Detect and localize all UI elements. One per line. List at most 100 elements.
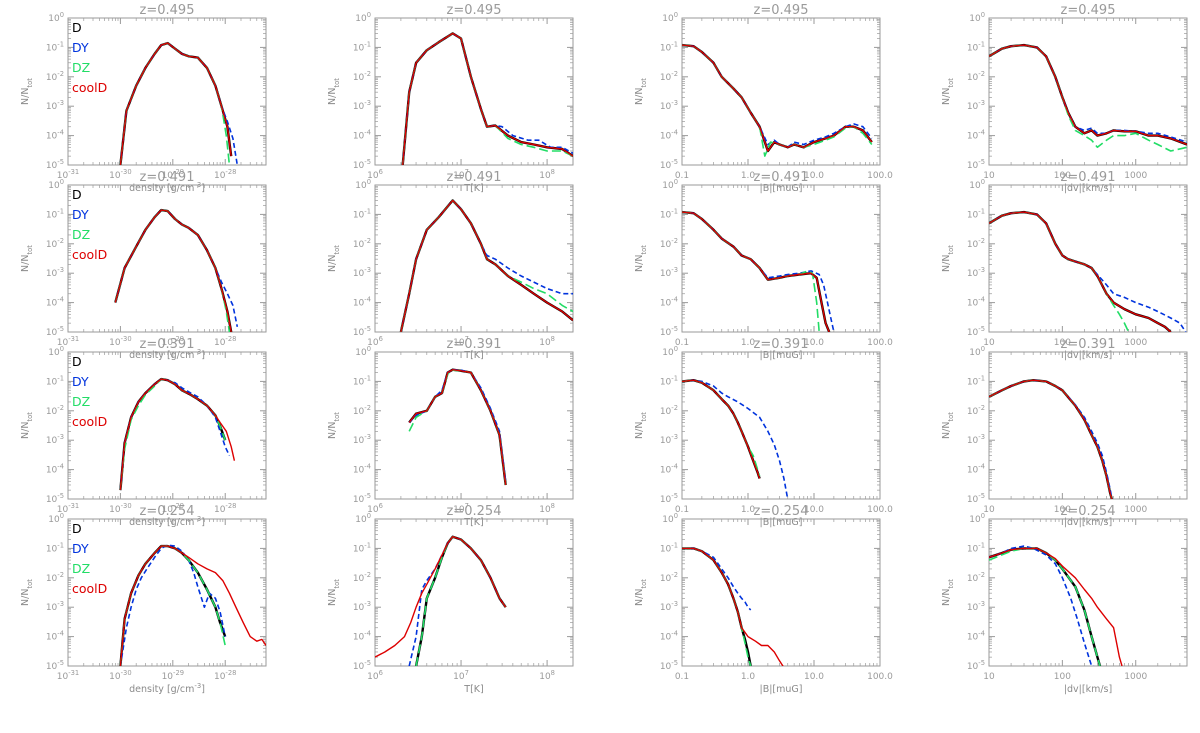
y-tick-label: 10-3 [967,266,985,279]
series-line-D [399,199,573,332]
x-tick-label: 10 [983,171,995,181]
y-tick-label: 10-3 [353,266,371,279]
y-tick-label: 100 [969,178,985,191]
y-tick-label: 10-2 [660,404,678,417]
x-tick-label: 1.0 [741,505,756,515]
legend-entry-D: D [72,20,82,35]
legend-entry-DY: DY [72,541,89,556]
y-tick-label: 10-5 [46,659,64,672]
series-line-D [114,208,233,332]
x-tick-label: 10-29 [162,335,184,348]
x-tick-label: 1.0 [741,171,756,181]
series-line-D [408,368,507,486]
y-tick-label: 10-4 [46,296,64,309]
series-line-DZ [408,369,507,486]
y-axis-label: N/Ntot [634,412,648,439]
plot-frame [988,17,1188,166]
series-line-DZ [415,535,507,666]
series-line-DZ [119,378,226,491]
legend-entry-DY: DY [72,207,89,222]
legend-entry-DZ: DZ [72,561,90,576]
y-tick-label: 10-3 [967,433,985,446]
y-tick-label: 10-3 [660,99,678,112]
series-line-DZ [400,199,573,332]
panel-title: z=0.254 [1061,504,1116,519]
y-tick-label: 10-1 [660,40,678,53]
plot-frame [681,518,881,667]
y-tick-label: 10-1 [353,374,371,387]
y-axis-label: N/Ntot [327,245,341,272]
legend-entry-D: D [72,354,82,369]
legend-entry-coolD: coolD [72,247,107,262]
plot-frame [67,351,267,500]
y-tick-label: 10-2 [46,237,64,250]
y-tick-label: 10-5 [660,325,678,338]
y-tick-label: 10-4 [353,296,371,309]
y-tick-label: 10-1 [967,541,985,554]
panel-title: z=0.491 [754,170,809,185]
x-axis-label: |B|[muG] [760,517,803,528]
series-line-D [119,544,227,666]
y-tick-label: 10-2 [46,70,64,83]
x-tick-label: 100.0 [867,338,893,348]
y-tick-label: 10-3 [660,600,678,613]
x-tick-label: 106 [367,335,383,348]
y-tick-label: 10-5 [967,158,985,171]
series-line-coolD [375,536,507,658]
x-tick-label: 10-28 [214,168,236,181]
series-line-D [682,379,761,479]
series-line-DZ [119,42,231,165]
series-line-coolD [989,44,1187,146]
x-tick-label: 10-31 [57,502,79,515]
y-tick-label: 100 [662,178,678,191]
y-tick-label: 10-4 [46,630,64,643]
series-line-coolD [114,209,232,332]
x-tick-label: 10-30 [109,168,131,181]
panel-title: z=0.391 [140,337,195,352]
plot-frame [374,518,574,667]
y-tick-label: 10-4 [660,463,678,476]
x-tick-label: 10-31 [57,335,79,348]
x-tick-label: 108 [539,502,555,515]
series-line-DY [119,544,226,666]
y-tick-label: 10-3 [967,600,985,613]
y-axis-label: N/Ntot [634,78,648,105]
series-line-coolD [400,199,573,332]
y-tick-label: 10-4 [967,630,985,643]
y-tick-label: 10-2 [660,70,678,83]
y-axis-label: N/Ntot [20,412,34,439]
y-tick-label: 10-1 [967,40,985,53]
y-axis-label: N/Ntot [941,412,955,439]
x-tick-label: 107 [453,168,469,181]
x-tick-label: 0.1 [675,171,689,181]
x-tick-label: 108 [539,669,555,682]
series-line-D [401,32,573,165]
y-tick-label: 10-5 [967,492,985,505]
y-tick-label: 10-2 [660,571,678,584]
panel-title: z=0.391 [447,337,502,352]
x-tick-label: 10-29 [162,502,184,515]
series-line-coolD [682,547,784,666]
panel-title: z=0.254 [447,504,502,519]
y-tick-label: 10-3 [353,433,371,446]
x-tick-label: 1000 [1124,338,1147,348]
series-line-DY [989,211,1187,332]
y-axis-label: N/Ntot [327,579,341,606]
y-axis-label: N/Ntot [634,579,648,606]
y-tick-label: 10-2 [353,70,371,83]
y-tick-label: 10-1 [660,374,678,387]
y-tick-label: 100 [48,11,64,24]
x-tick-label: 10-28 [214,502,236,515]
x-tick-label: 107 [453,669,469,682]
y-tick-label: 10-3 [353,99,371,112]
x-tick-label: 0.1 [675,338,689,348]
x-tick-label: 10-30 [109,669,131,682]
x-axis-label: |dv|[km/s] [1064,350,1112,361]
y-axis-label: N/Ntot [634,245,648,272]
